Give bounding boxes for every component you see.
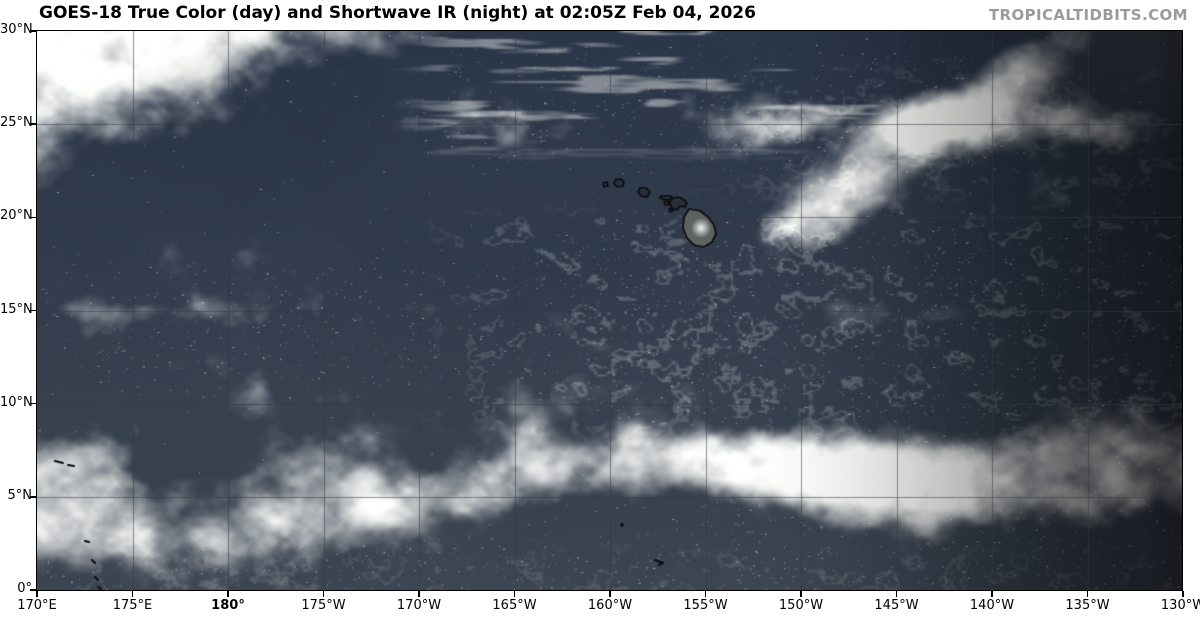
x-tick <box>991 591 993 597</box>
x-axis-label: 165°W <box>492 598 537 613</box>
x-tick <box>36 591 38 597</box>
y-axis-label: 30°N <box>0 22 33 37</box>
y-tick <box>30 402 36 405</box>
satellite-image <box>37 31 1183 590</box>
x-axis-label: 180° <box>211 598 245 613</box>
x-axis-label: 145°W <box>874 598 919 613</box>
y-axis-label: 20°N <box>0 208 33 224</box>
x-tick <box>704 591 707 597</box>
y-axis-label: 25°N <box>0 115 33 131</box>
x-axis-label: 130°W <box>1160 598 1200 613</box>
y-tick <box>30 123 36 125</box>
x-tick <box>1182 591 1184 597</box>
x-tick <box>227 591 229 597</box>
y-tick <box>30 216 36 219</box>
y-tick <box>30 496 36 498</box>
x-tick <box>513 591 516 597</box>
x-tick <box>800 591 802 597</box>
y-axis-label: 10°N <box>0 394 33 410</box>
site-watermark: TROPICALTIDBITS.COM <box>988 6 1188 24</box>
y-axis-label: 5°N <box>7 487 33 503</box>
y-axis-label: 15°N <box>0 301 33 317</box>
x-axis-label: 175°E <box>112 598 153 613</box>
satellite-map-figure <box>37 31 1183 590</box>
x-axis-label: 170°E <box>17 598 57 613</box>
x-axis-label: 150°W <box>778 598 824 613</box>
x-tick <box>609 591 611 597</box>
x-axis-label: 160°W <box>587 598 633 613</box>
x-tick <box>418 591 420 597</box>
y-tick <box>30 589 36 591</box>
y-axis-label: 0° <box>17 581 32 596</box>
x-axis-label: 135°W <box>1065 598 1110 613</box>
figure-title: GOES-18 True Color (day) and Shortwave I… <box>39 3 756 23</box>
x-axis-label: 140°W <box>969 598 1015 613</box>
x-axis-label: 170°W <box>396 598 442 613</box>
x-tick <box>895 591 898 597</box>
y-tick <box>30 309 36 312</box>
x-tick <box>1086 591 1089 597</box>
y-tick <box>30 30 36 32</box>
x-tick <box>131 591 134 597</box>
x-axis-label: 155°W <box>683 598 728 613</box>
x-tick <box>322 591 325 597</box>
x-axis-label: 175°W <box>301 598 346 613</box>
